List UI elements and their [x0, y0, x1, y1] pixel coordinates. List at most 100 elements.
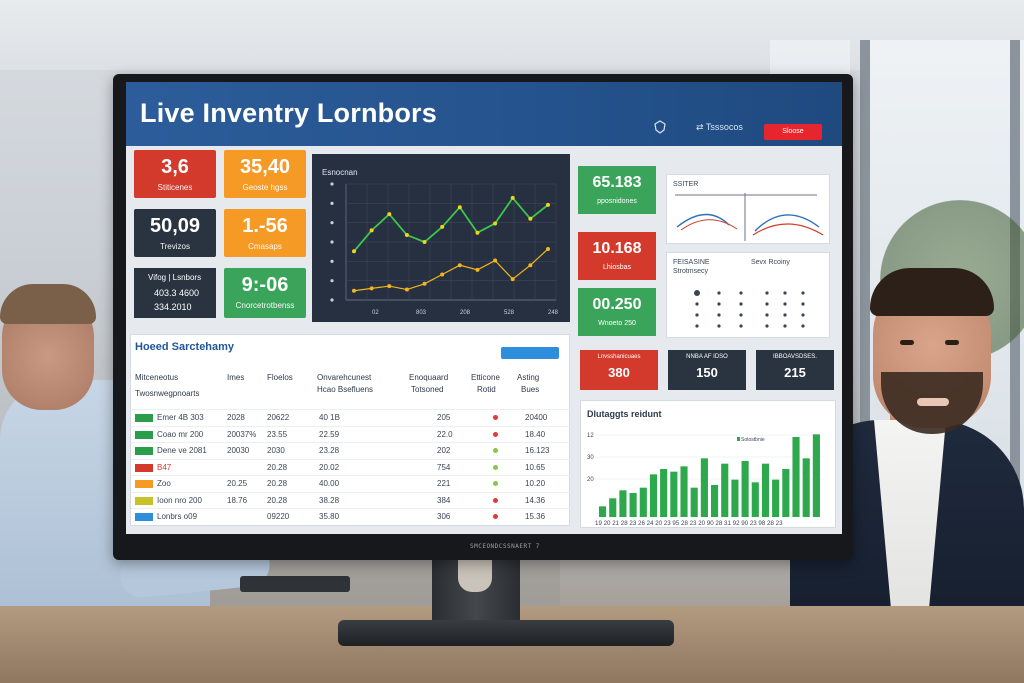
- dot-marker: [717, 324, 721, 328]
- row-cell: 2028: [227, 413, 245, 422]
- status-dot: [493, 514, 498, 519]
- keyboard: [240, 576, 350, 592]
- x-tick-label: 208: [460, 310, 471, 316]
- row-cell: 18.40: [525, 429, 546, 439]
- dot-marker: [783, 302, 787, 306]
- bar: [721, 463, 729, 517]
- dot-marker: [717, 291, 721, 295]
- bar: [802, 458, 810, 517]
- row-cell: 09220: [267, 512, 290, 521]
- bar: [700, 458, 708, 517]
- kpi-value: 35,40: [239, 156, 291, 178]
- dot-marker: [739, 313, 743, 317]
- data-point: [387, 284, 392, 289]
- dot-marker: [739, 291, 743, 295]
- kpi-label: Stiticenes: [157, 183, 193, 192]
- row-cell: 15.36: [525, 512, 546, 521]
- data-point: [352, 288, 356, 293]
- bar: [680, 466, 688, 517]
- row-cell: 205: [437, 413, 451, 422]
- table-row[interactable]: Ioon nro 200 18.76 20.28 38.28 384 14.36: [131, 491, 571, 508]
- data-point: [352, 249, 356, 254]
- bar-chart-panel: Dlutaggts reidunt 12 30 20 Sotostbnie 19 20 …: [580, 400, 836, 528]
- column-header: Asting: [517, 373, 540, 382]
- header-action-button[interactable]: Sloose: [764, 124, 822, 140]
- dot-marker: [765, 291, 769, 295]
- y-tick-mark: [330, 240, 334, 244]
- data-point: [528, 216, 533, 221]
- series-line: [353, 248, 549, 292]
- column-header: Onvarehcunest: [317, 373, 372, 382]
- mini-chart-title: SSITER: [673, 181, 699, 188]
- line-chart-title: Esnocnan: [322, 168, 358, 177]
- status-dot: [493, 481, 498, 486]
- table-subheader: Twosnwegpnoarts: [135, 389, 200, 398]
- dot-marker: [739, 302, 743, 306]
- ceiling: [0, 0, 1024, 70]
- row-cell: 384: [437, 495, 451, 505]
- column-header: Floelos: [267, 373, 293, 382]
- shield-icon[interactable]: [653, 120, 667, 134]
- row-cell: 16.123: [525, 446, 550, 455]
- stat-value: 380: [608, 365, 630, 380]
- row-name: Emer 4B 303: [157, 413, 204, 422]
- row-cell: 20.28: [267, 462, 288, 472]
- column-header: Mitceneotus: [135, 373, 179, 382]
- right-kpi-label: Lhiosbas: [602, 264, 632, 271]
- stat-label: NNBA AF IDSO: [686, 354, 728, 360]
- bar: [782, 469, 790, 517]
- row-name: Dene ve 2081: [157, 446, 207, 455]
- table-action-button[interactable]: [501, 347, 559, 359]
- person-right-hair: [870, 268, 994, 316]
- dot-marker: [801, 302, 805, 306]
- stat-value: 150: [696, 365, 718, 380]
- bar: [731, 479, 739, 517]
- inventory-table: Hoeed Sarctehamy Mitceneotus Imes Floelo…: [130, 334, 571, 526]
- row-cell: 23.55: [267, 429, 288, 439]
- row-cell: 20037%: [227, 429, 257, 439]
- kpi-value: 3,6: [161, 156, 189, 178]
- legend-swatch: [737, 437, 740, 441]
- row-cell: 35.80: [319, 512, 340, 521]
- dot-marker: [717, 313, 721, 317]
- y-tick-mark: [330, 279, 334, 283]
- stat-label: Lnvsshanicuaes: [597, 354, 641, 360]
- bar: [609, 498, 617, 517]
- data-point: [457, 263, 462, 268]
- bar: [599, 506, 607, 517]
- kpi-tile: 1.-56 Cmasaps: [224, 209, 306, 257]
- table-row[interactable]: B47 20.28 20.02 754 10.65: [131, 458, 571, 475]
- kpi-text-tile: Vifog | Lsnbors 403.3 4600 334.2010: [134, 268, 216, 318]
- table-title: Hoeed Sarctehamy: [135, 341, 235, 353]
- table-row[interactable]: Lonbrs o09 09220 35.80 306 15.36: [131, 508, 571, 524]
- kpi-label: Geoste hgss: [242, 183, 288, 192]
- data-point: [475, 267, 480, 272]
- person-right-eye: [900, 340, 914, 345]
- table-row[interactable]: Zoo 20.25 20.28 40.00 221 10.20: [131, 475, 571, 491]
- bar-chart-title: Dlutaggts reidunt: [587, 409, 662, 419]
- row-cell: 20.02: [319, 462, 340, 472]
- bar: [761, 463, 770, 517]
- data-point: [510, 277, 515, 282]
- bar: [619, 490, 627, 517]
- mini-dot-chart: FEISASINE Strotmsecy Sevx Rcoiny: [666, 252, 830, 338]
- row-cell: 20.28: [267, 479, 288, 488]
- row-cell: 754: [437, 462, 451, 472]
- column-header: Enoquaard: [409, 373, 449, 382]
- dot-marker: [739, 324, 743, 328]
- y-tick-mark: [330, 259, 334, 263]
- column-header: Rotid: [477, 385, 496, 394]
- data-point: [440, 272, 445, 277]
- table-row[interactable]: Dene ve 2081 20030 2030 23.28 202 16.123: [131, 442, 571, 458]
- table-row[interactable]: Coao mr 200 20037% 23.55 22.59 22.0 18.40: [131, 425, 571, 442]
- table-row[interactable]: Emer 4B 303 2028 20622 40 1B 205 20400: [131, 409, 571, 425]
- row-color-swatch: [135, 480, 153, 488]
- bar: [649, 474, 658, 517]
- kpi-value: 9:-06: [241, 274, 289, 296]
- row-cell: 40 1B: [319, 413, 340, 422]
- share-link[interactable]: ⇄ Tsssocos: [696, 122, 743, 133]
- data-point: [546, 202, 550, 207]
- row-cell: 20400: [525, 413, 548, 422]
- line-chart-panel: Esnocnan 02 803 208 528 248: [312, 154, 570, 322]
- row-name: Ioon nro 200: [157, 495, 202, 505]
